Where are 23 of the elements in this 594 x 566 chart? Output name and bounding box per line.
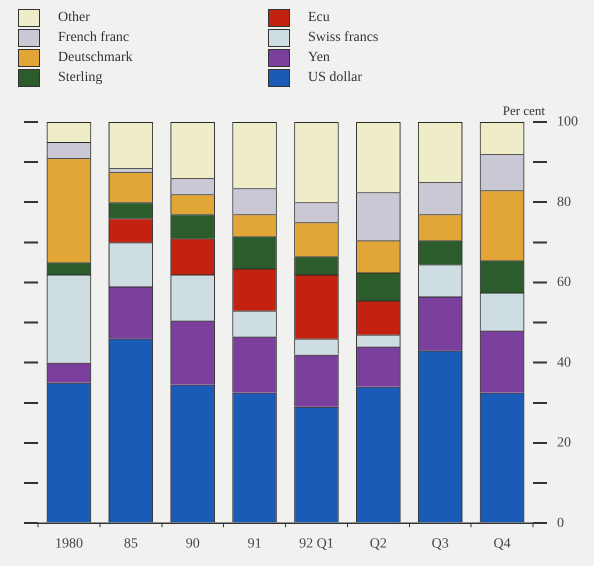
x-tick-label: 91 xyxy=(248,536,262,552)
x-tick-label: Q3 xyxy=(432,536,449,552)
legend-label: French franc xyxy=(58,30,130,46)
legend-label: US dollar xyxy=(308,70,362,86)
x-tick-label: 1980 xyxy=(54,536,83,552)
y-tick-label: 20 xyxy=(557,436,571,451)
x-tick-label: 85 xyxy=(124,536,138,552)
legend-label: Yen xyxy=(308,50,330,66)
y-axis-title: Per cent xyxy=(502,102,546,118)
x-tick-label: 92 Q1 xyxy=(299,536,334,552)
y-tick-label: 0 xyxy=(557,516,564,531)
x-tick-label: 90 xyxy=(186,536,200,552)
y-tick-label: 40 xyxy=(557,355,571,370)
legend-label: Swiss francs xyxy=(308,30,378,46)
x-tick-label: Q2 xyxy=(370,536,387,552)
y-tick-label: 100 xyxy=(557,114,578,130)
legend-label: Ecu xyxy=(308,10,330,26)
legend-label: Deutschmark xyxy=(58,50,133,66)
x-tick-label: Q4 xyxy=(494,536,511,552)
legend-label: Other xyxy=(58,10,90,26)
y-tick-label: 80 xyxy=(557,194,571,210)
legend-label: Sterling xyxy=(58,70,102,86)
y-tick-label: 60 xyxy=(557,275,571,290)
